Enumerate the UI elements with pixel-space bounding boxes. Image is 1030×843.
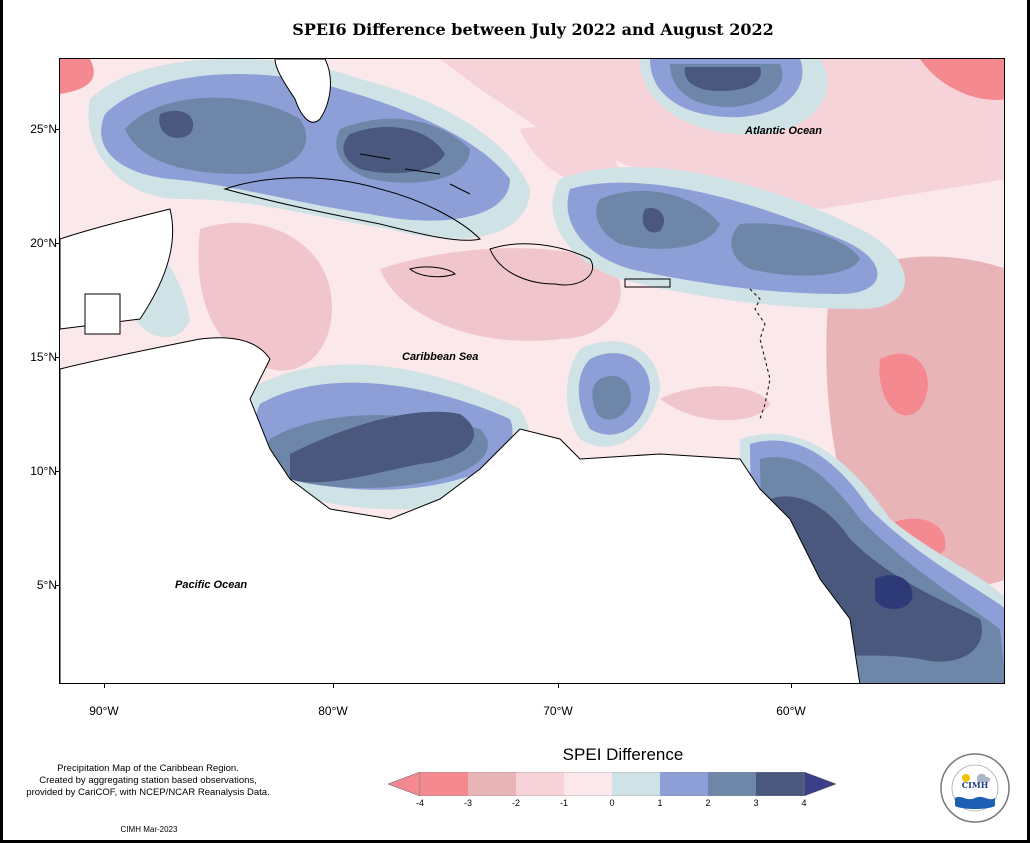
darkblue-region-venezuela — [592, 375, 631, 420]
legend-swatch-1 — [420, 772, 468, 796]
note-line-3: provided by CariCOF, with NCEP/NCAR Rean… — [26, 787, 270, 798]
legend-swatch-8 — [756, 772, 804, 796]
darkest-region-bahamas — [343, 126, 445, 174]
logo-text: CIMH — [961, 780, 989, 790]
legend-swatch-2 — [468, 772, 516, 796]
cuba-outline — [223, 177, 481, 241]
central-south-america-land — [60, 337, 861, 683]
lat-tick-20n: 20°N — [30, 236, 57, 250]
darkest-spot-central — [642, 208, 665, 233]
pink-region-hispaniola — [380, 248, 621, 341]
legend-swatch-5 — [612, 772, 660, 796]
lon-tick-90w: 90°W — [89, 704, 119, 718]
hispaniola-outline — [489, 243, 593, 286]
lat-tick-25n: 25°N — [30, 122, 57, 136]
credit-text: CIMH Mar-2023 — [120, 825, 178, 834]
legend-label-m4: -4 — [415, 798, 424, 808]
lat-tick-15n: 15°N — [30, 350, 57, 364]
legend-swatch-7 — [708, 772, 756, 796]
legend-title: SPEI Difference — [562, 745, 684, 764]
legend-swatch-6 — [660, 772, 708, 796]
florida-land — [274, 59, 331, 123]
darkest-spot-nw — [159, 110, 194, 138]
legend-arrow-right — [803, 772, 837, 796]
map-area: Atlantic Ocean Caribbean Sea Pacific Oce… — [59, 58, 1005, 684]
atlantic-ocean-label: Atlantic Ocean — [745, 125, 823, 137]
legend-colorbar — [388, 772, 837, 796]
lat-tick-5n: 5°N — [36, 578, 57, 592]
legend-arrow-left — [388, 772, 421, 796]
lon-tick-70w: 70°W — [543, 704, 573, 718]
water-icon — [955, 796, 995, 809]
lon-tick-60w: 60°W — [776, 704, 806, 718]
cloud-icon — [977, 773, 991, 782]
spei-map — [60, 59, 1004, 683]
darkest-region-caribbean — [290, 411, 475, 483]
notes-block: Precipitation Map of the Caribbean Regio… — [3, 763, 293, 799]
legend-label-4: 4 — [801, 798, 807, 808]
pacific-ocean-label: Pacific Ocean — [175, 579, 248, 591]
belize-land — [84, 293, 121, 335]
darkest-spot-suriname — [875, 575, 913, 610]
page: SPEI6 Difference between July 2022 and A… — [3, 0, 1027, 840]
legend-label-1: 1 — [657, 798, 663, 808]
note-line-2: Created by aggregating station based obs… — [39, 775, 257, 786]
jamaica-outline — [408, 266, 456, 278]
pink-region-west — [198, 222, 332, 371]
lat-tick-10n: 10°N — [30, 464, 57, 478]
red-spot-nw — [60, 59, 94, 94]
legend-swatch-3 — [516, 772, 564, 796]
note-line-1: Precipitation Map of the Caribbean Regio… — [57, 763, 239, 774]
pink-region-ne — [440, 59, 1004, 209]
legend-label-0: 0 — [609, 798, 615, 808]
caribbean-sea-label: Caribbean Sea — [402, 351, 479, 363]
puerto-rico-outline — [624, 278, 671, 288]
legend-swatch-4 — [564, 772, 612, 796]
map-title: SPEI6 Difference between July 2022 and A… — [292, 20, 774, 39]
bahamas-outline — [359, 153, 471, 195]
legend-label-m1: -1 — [559, 798, 568, 808]
lon-tick-80w: 80°W — [318, 704, 348, 718]
legend-label-2: 2 — [705, 798, 711, 808]
darkest-region-north — [684, 67, 761, 91]
red-spot-ne — [920, 59, 1004, 100]
legend-label-3: 3 — [753, 798, 759, 808]
sun-icon — [962, 774, 970, 782]
legend-label-m2: -2 — [511, 798, 520, 808]
pink-region-central — [660, 386, 770, 421]
darkblue-region-central-2 — [731, 223, 860, 276]
cimh-logo — [940, 753, 1010, 823]
legend-label-m3: -3 — [463, 798, 472, 808]
red-spot-east — [879, 353, 928, 416]
